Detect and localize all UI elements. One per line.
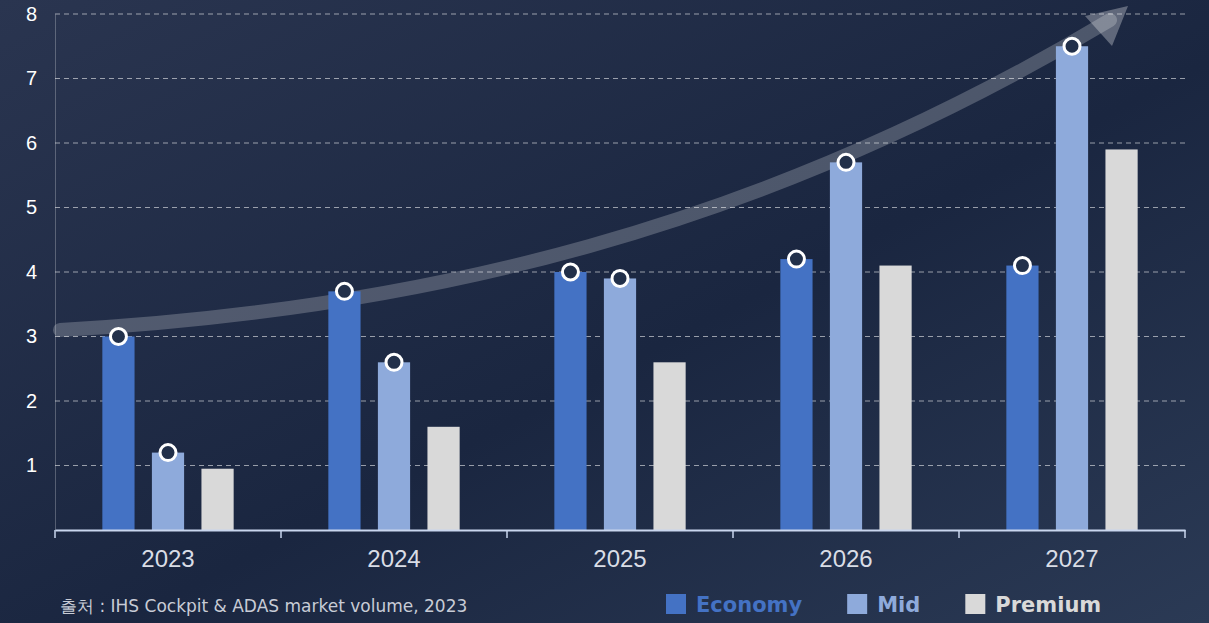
marker [788,251,804,267]
marker [1064,38,1080,54]
bar [780,259,812,530]
bar [1056,46,1088,530]
y-tick: 3 [26,325,55,347]
background [0,0,1209,623]
x-tick-label: 2023 [141,545,194,572]
bar [102,337,134,531]
marker [386,354,402,370]
legend-swatch [965,594,985,614]
y-axis: 1 2 3 4 5 6 7 8 [26,3,56,531]
bar [554,272,586,530]
x-tick: 2024 [367,530,420,572]
category-divider [732,530,734,538]
legend-label: Economy [696,593,802,617]
bar [1006,266,1038,530]
legend-item: Premium [965,593,1101,617]
category-divider [54,530,56,538]
legend-label: Premium [995,593,1101,617]
plot-area [102,38,1137,530]
marker [336,283,352,299]
bar [879,266,911,530]
bar [152,453,184,530]
y-tick: 4 [26,261,55,283]
chart: 1 2 3 4 5 6 7 8 2023 2024 2025 2026 2027 출처 : IHS Coc… [0,0,1209,623]
legend-item: Economy [666,593,802,617]
grid-line [55,14,1185,15]
y-tick-label: 4 [26,261,37,283]
bar [378,362,410,530]
legend: Economy Mid Premium [666,593,1101,617]
category-divider [280,530,282,538]
x-tick-label: 2025 [593,545,646,572]
bar [201,469,233,530]
grid-line [55,78,1185,79]
x-tick: 2027 [1045,530,1098,572]
series [201,149,1137,530]
bar [653,362,685,530]
grid-line [55,143,1185,144]
bar [1105,149,1137,530]
y-tick: 2 [26,390,55,412]
legend-swatch [666,594,686,614]
bar [328,291,360,530]
y-tick-label: 8 [26,3,37,25]
x-tick: 2023 [141,530,194,572]
marker [612,270,628,286]
y-tick-label: 7 [26,67,37,89]
category-divider [958,530,960,538]
markers [160,38,1080,460]
y-tick: 7 [26,67,55,89]
grid-line [55,207,1185,208]
x-tick-label: 2026 [819,545,872,572]
y-tick-label: 1 [26,454,37,476]
markers [110,251,1030,344]
y-tick: 5 [26,196,55,218]
legend-swatch [847,594,867,614]
bar [604,278,636,530]
y-tick-label: 5 [26,196,37,218]
legend-item: Mid [847,593,920,617]
series [102,259,1038,530]
x-axis: 2023 2024 2025 2026 2027 [55,530,1186,572]
y-tick: 6 [26,132,55,154]
marker [562,264,578,280]
marker [1014,258,1030,274]
marker [160,445,176,461]
y-tick: 1 [26,454,55,476]
y-tick-label: 6 [26,132,37,154]
bar [830,162,862,530]
trend-arrow-head [1085,6,1128,46]
x-tick: 2025 [593,530,646,572]
x-tick-label: 2027 [1045,545,1098,572]
category-divider [1184,530,1186,538]
legend-label: Mid [877,593,920,617]
category-divider [506,530,508,538]
x-tick-label: 2024 [367,545,420,572]
y-axis-line [55,15,56,531]
marker [838,154,854,170]
marker [110,329,126,345]
y-tick: 8 [26,3,55,25]
source-note: 출처 : IHS Cockpit & ADAS market volume, 2… [60,596,467,616]
x-axis-line [56,530,1186,532]
y-tick-label: 2 [26,390,37,412]
x-tick: 2026 [819,530,872,572]
y-tick-label: 3 [26,325,37,347]
bar [427,427,459,530]
series [152,46,1088,530]
